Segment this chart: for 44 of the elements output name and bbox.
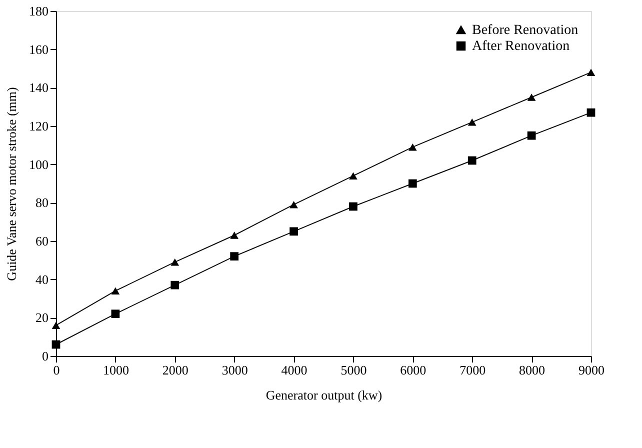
x-tick-label: 5000 bbox=[340, 362, 367, 378]
y-tick-label: 0 bbox=[42, 348, 48, 364]
point bbox=[290, 200, 298, 208]
point bbox=[170, 280, 180, 290]
point bbox=[52, 340, 60, 349]
point bbox=[586, 68, 596, 76]
point bbox=[527, 94, 536, 101]
y-tick-label: 40 bbox=[36, 272, 48, 287]
point bbox=[290, 227, 298, 236]
point bbox=[349, 172, 358, 180]
y-tick-label: 140 bbox=[29, 80, 48, 96]
y-tick-label: 60 bbox=[36, 234, 48, 248]
point bbox=[468, 118, 476, 126]
point bbox=[586, 108, 596, 117]
legend-label: Before Renovation bbox=[472, 23, 578, 38]
point bbox=[408, 143, 417, 151]
point bbox=[111, 287, 120, 294]
y-tick-label: 80 bbox=[36, 195, 48, 210]
x-tick-label: 0 bbox=[53, 362, 60, 378]
x-tick-label: 4000 bbox=[281, 362, 308, 378]
point bbox=[468, 156, 476, 165]
y-tick-label: 180 bbox=[29, 4, 48, 18]
y-tick-label: 120 bbox=[29, 118, 48, 134]
point bbox=[230, 232, 239, 239]
legend-label: After Renovation bbox=[472, 39, 570, 54]
point bbox=[527, 131, 536, 140]
y-tick-label: 160 bbox=[29, 42, 48, 57]
point bbox=[170, 258, 180, 266]
point bbox=[52, 322, 60, 329]
x-axis-title: Generator output (kw) bbox=[266, 388, 382, 402]
y-tick-label: 20 bbox=[36, 310, 48, 326]
y-axis-title: Guide Vane servo motor stroke (mm) bbox=[4, 87, 19, 281]
point bbox=[111, 310, 120, 318]
x-tick-label: 6000 bbox=[400, 362, 426, 378]
x-tick-label: 9000 bbox=[578, 362, 604, 378]
x-tick-label: 8000 bbox=[519, 362, 546, 378]
x-tick-label: 3000 bbox=[222, 362, 248, 378]
point bbox=[230, 252, 239, 261]
point bbox=[408, 179, 417, 188]
point bbox=[349, 202, 358, 211]
x-tick-label: 2000 bbox=[162, 362, 188, 378]
x-tick-label: 1000 bbox=[102, 362, 129, 378]
x-tick-label: 7000 bbox=[460, 362, 486, 378]
y-tick-label: 100 bbox=[29, 156, 48, 172]
